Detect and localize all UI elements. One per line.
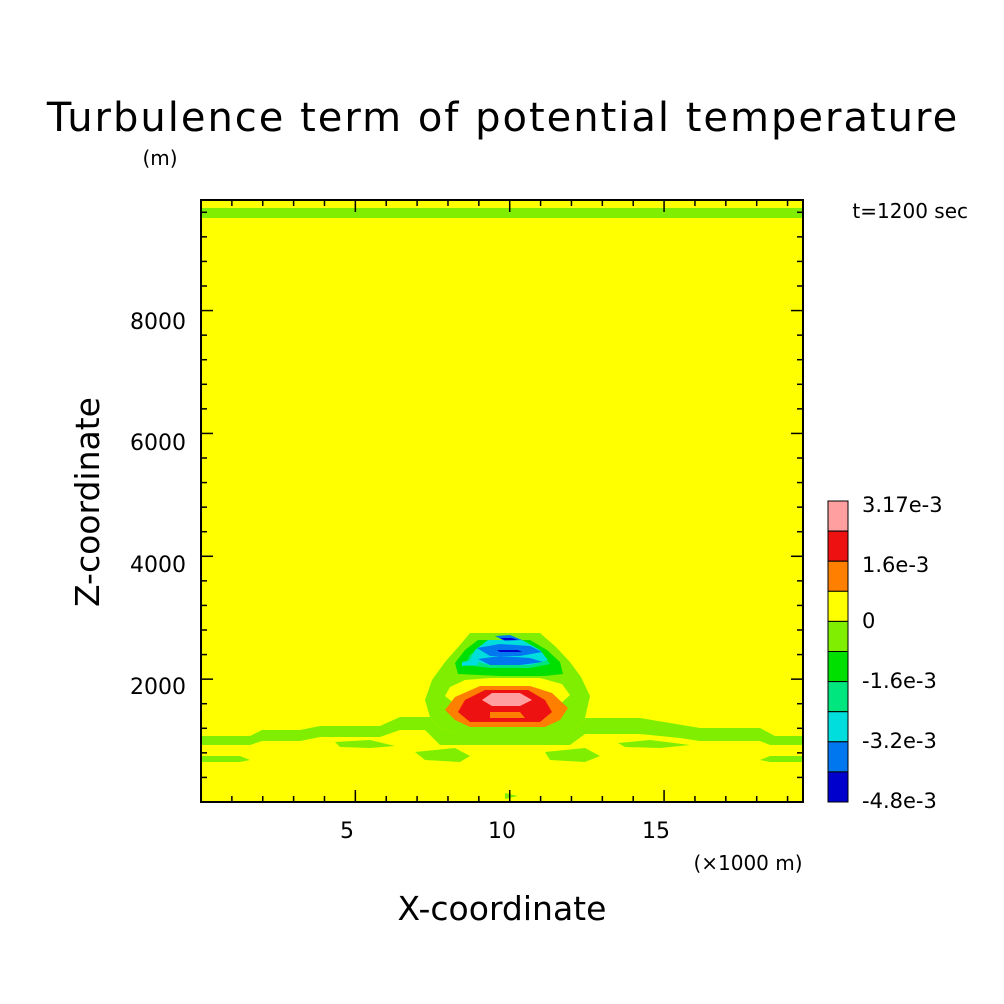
- y-tick-labels: 2000 4000 6000 8000: [130, 310, 186, 700]
- colorbar-swatch: [827, 681, 849, 713]
- x-tick-label: 5: [340, 819, 354, 844]
- y-tick-label: 6000: [130, 431, 186, 456]
- axis-ticks: [201, 200, 803, 802]
- y-unit-label: (m): [142, 146, 177, 170]
- colorbar-swatch: [827, 711, 849, 743]
- colorbar-swatch: [827, 651, 849, 683]
- colorbar-label: -3.2e-3: [862, 729, 937, 753]
- contour-low-layer-4: [335, 740, 395, 748]
- contour-cap-blue-2: [478, 656, 543, 665]
- colorbar-swatch: [827, 620, 849, 653]
- x-unit-label: (×1000 m): [693, 851, 802, 875]
- contour-low-layer-1: [201, 717, 803, 745]
- plot-frame: [200, 199, 804, 803]
- contour-core-orange-inner: [490, 712, 525, 718]
- contour-low-layer-3: [760, 756, 803, 762]
- colorbar-swatch: [827, 771, 849, 803]
- contour-bottom-spot: [505, 793, 518, 799]
- colorbar-label: 3.17e-3: [862, 493, 943, 517]
- colorbar-label: 0: [862, 609, 875, 633]
- x-axis-label: X-coordinate: [398, 889, 607, 928]
- x-tick-label: 10: [488, 819, 516, 844]
- colorbar-swatch: [827, 560, 849, 592]
- contour-low-layer-6: [415, 748, 470, 762]
- y-tick-label: 8000: [130, 310, 186, 335]
- colorbar-swatch: [827, 741, 849, 773]
- colorbar-label: 1.6e-3: [862, 553, 929, 577]
- colorbar-label: -1.6e-3: [862, 669, 937, 693]
- y-axis-label: Z-coordinate: [68, 397, 107, 607]
- contour-low-layer-7: [545, 748, 600, 762]
- contour-cap-cyan-edge: [462, 659, 478, 666]
- colorbar-label: -4.8e-3: [862, 789, 937, 813]
- colorbar: [827, 500, 849, 803]
- colorbar-swatch: [827, 590, 849, 622]
- contour-fills: [201, 208, 803, 799]
- x-tick-labels: 5 10 15: [340, 819, 670, 844]
- chart-title: Turbulence term of potential temperature: [46, 95, 959, 141]
- contour-cap-darkblue-1: [500, 638, 518, 640]
- colorbar-swatch: [827, 500, 849, 532]
- contour-top-band: [201, 208, 803, 218]
- x-tick-label: 15: [642, 819, 670, 844]
- plot-area: [200, 199, 804, 803]
- contour-low-layer-2: [201, 756, 250, 762]
- contour-core-pink: [482, 693, 532, 706]
- y-tick-label: 2000: [130, 675, 186, 700]
- colorbar-swatch: [827, 530, 849, 562]
- contour-low-layer-8: [475, 734, 530, 742]
- contour-low-layer-5: [618, 740, 690, 748]
- y-tick-label: 4000: [130, 553, 186, 578]
- contour-cap-darkblue-2: [497, 650, 522, 652]
- colorbar-labels: 3.17e-3 1.6e-3 0 -1.6e-3 -3.2e-3 -4.8e-3: [862, 493, 943, 813]
- time-label: t=1200 sec: [852, 199, 968, 223]
